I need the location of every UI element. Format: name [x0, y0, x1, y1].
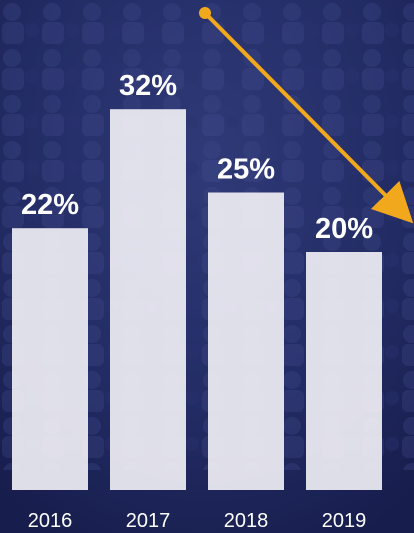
x-tick-label: 2019	[322, 510, 367, 532]
bar	[306, 252, 382, 490]
arrow-start	[199, 7, 211, 19]
page: 22%201632%201725%201820%2019 (() => { co…	[0, 0, 414, 533]
bar	[12, 228, 88, 490]
value-label: 20%	[315, 213, 373, 245]
x-tick-label: 2016	[28, 510, 73, 532]
chart: 22% 2016 32% 2017 25% 2018 20% 2019	[0, 0, 414, 533]
bar	[208, 193, 284, 491]
value-label: 25%	[217, 154, 275, 186]
x-tick-label: 2017	[126, 510, 171, 532]
value-label: 32%	[119, 70, 177, 102]
value-label: 22%	[21, 189, 79, 221]
x-tick-label: 2018	[224, 510, 269, 532]
bar	[110, 109, 186, 490]
